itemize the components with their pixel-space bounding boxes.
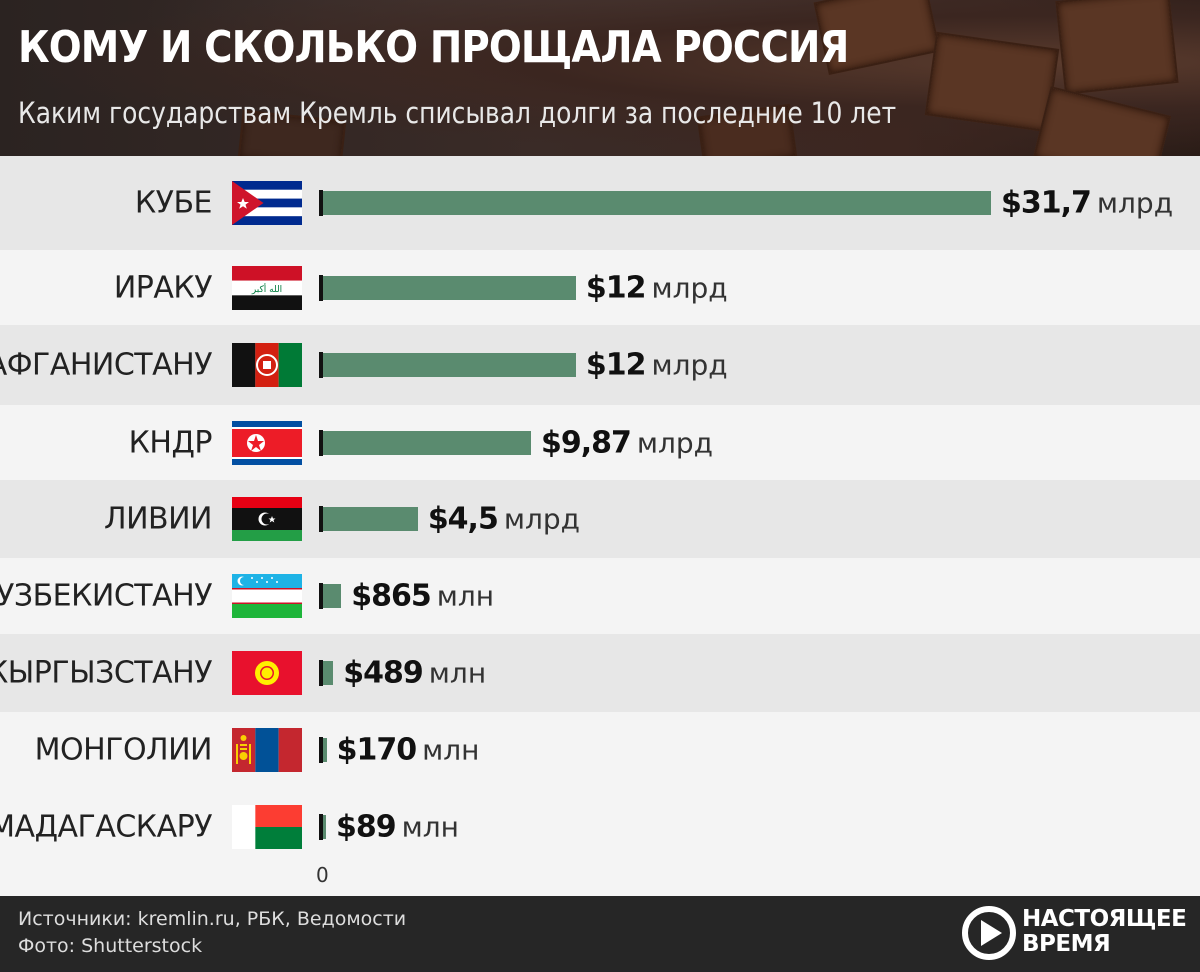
chart-row: УЗБЕКИСТАНУ $865 млн bbox=[0, 558, 1200, 634]
category-label: КЫРГЫЗСТАНУ bbox=[0, 655, 213, 691]
data-label-amount: $89 bbox=[336, 809, 397, 845]
data-label-amount: $31,7 bbox=[1001, 185, 1092, 221]
category-label: УЗБЕКИСТАНУ bbox=[0, 578, 212, 614]
mongolia-flag-icon bbox=[232, 728, 302, 772]
data-label: $170 млн bbox=[337, 733, 480, 768]
data-label-amount: $170 bbox=[336, 732, 417, 768]
axis-baseline bbox=[319, 429, 323, 456]
madagascar-flag-icon bbox=[232, 805, 302, 849]
page-title: КОМУ И СКОЛЬКО ПРОЩАЛА РОССИЯ bbox=[18, 22, 849, 73]
data-label-amount: $12 bbox=[585, 270, 647, 305]
bar bbox=[323, 353, 576, 377]
axis-baseline bbox=[319, 190, 323, 216]
axis-baseline bbox=[319, 660, 323, 686]
page-subtitle: Каким государствам Кремль списывал долги… bbox=[18, 96, 897, 130]
photo-credit-text: Фото: Shutterstock bbox=[18, 935, 203, 957]
data-label-amount: $489 bbox=[343, 655, 423, 691]
data-label-unit: млрд bbox=[651, 348, 728, 382]
bar bbox=[323, 507, 418, 531]
logo-line1: НАСТОЯЩЕЕ bbox=[1022, 906, 1187, 932]
data-label: $31,7 млрд bbox=[1001, 186, 1173, 221]
category-label: КУБЕ bbox=[134, 185, 213, 221]
data-label-amount: $12 bbox=[585, 347, 647, 383]
uzbekistan-flag-icon bbox=[232, 574, 302, 618]
axis-baseline bbox=[319, 583, 323, 609]
axis-baseline bbox=[319, 814, 323, 840]
afghanistan-flag-icon bbox=[232, 343, 302, 387]
category-label: МАДАГАСКАРУ bbox=[0, 809, 212, 845]
kyrgyzstan-flag-icon bbox=[232, 651, 302, 695]
category-label: АФГАНИСТАНУ bbox=[0, 347, 213, 383]
play-circle-icon bbox=[962, 906, 1016, 960]
axis-baseline bbox=[319, 737, 323, 763]
chart-row: ИРАКУ الله أكبر $12 млрд bbox=[0, 250, 1200, 325]
footer-credits: Источники: kremlin.ru, РБК, Ведомости Фо… bbox=[18, 906, 406, 960]
sources-text: Источники: kremlin.ru, РБК, Ведомости bbox=[18, 908, 407, 930]
chart-row: АФГАНИСТАНУ $12 млрд bbox=[0, 325, 1200, 405]
data-label-unit: млн bbox=[401, 810, 459, 844]
chart-row: МОНГОЛИИ $170 млн bbox=[0, 712, 1200, 788]
header-banner: КОМУ И СКОЛЬКО ПРОЩАЛА РОССИЯ Каким госу… bbox=[0, 0, 1200, 156]
bar bbox=[323, 815, 326, 839]
data-label-unit: млн bbox=[436, 579, 495, 613]
category-label: ЛИВИИ bbox=[104, 501, 212, 537]
svg-text:الله أكبر: الله أكبر bbox=[251, 283, 282, 295]
data-label: $12 млрд bbox=[586, 348, 728, 383]
data-label: $9,87 млрд bbox=[541, 425, 713, 460]
axis-baseline bbox=[319, 506, 323, 532]
data-label: $489 млн bbox=[343, 656, 486, 691]
data-label-unit: млн bbox=[422, 733, 480, 767]
footer: Источники: kremlin.ru, РБК, Ведомости Фо… bbox=[0, 896, 1200, 972]
category-label: ИРАКУ bbox=[113, 270, 213, 305]
north-korea-flag-icon bbox=[232, 420, 302, 465]
bar bbox=[323, 584, 342, 608]
chart-row: МАДАГАСКАРУ $89 млн bbox=[0, 788, 1200, 866]
logo-line2: ВРЕМЯ bbox=[1022, 931, 1111, 957]
bar bbox=[323, 661, 334, 685]
data-label-unit: млн bbox=[428, 656, 487, 690]
data-label-amount: $9,87 bbox=[540, 425, 632, 460]
libya-flag-icon bbox=[232, 497, 302, 541]
bar bbox=[323, 191, 991, 215]
data-label: $865 млн bbox=[351, 579, 494, 614]
data-label-amount: $4,5 bbox=[427, 501, 499, 537]
chart-row: КУБЕ $31,7 млрд bbox=[0, 156, 1200, 250]
iraq-flag-icon: الله أكبر bbox=[232, 265, 302, 310]
cuba-flag-icon bbox=[232, 181, 302, 225]
category-label: МОНГОЛИИ bbox=[34, 732, 213, 768]
axis-baseline bbox=[319, 274, 323, 301]
data-label: $89 млн bbox=[336, 810, 459, 845]
data-label-unit: млрд bbox=[636, 426, 714, 459]
chart-row: ЛИВИИ $4,5 млрд bbox=[0, 480, 1200, 558]
chart-row: КЫРГЫЗСТАНУ $489 млн bbox=[0, 634, 1200, 712]
bar bbox=[323, 738, 327, 762]
data-label-unit: млрд bbox=[1096, 186, 1174, 220]
axis-row bbox=[0, 866, 1200, 896]
data-label-unit: млрд bbox=[503, 502, 580, 536]
axis-baseline bbox=[319, 352, 323, 378]
chart-row: КНДР $9,87 млрд bbox=[0, 405, 1200, 480]
axis-zero-label: 0 bbox=[316, 863, 329, 887]
data-label-unit: млрд bbox=[651, 271, 728, 304]
data-label-amount: $865 bbox=[351, 578, 431, 614]
data-label: $4,5 млрд bbox=[428, 502, 580, 537]
brand-logo: НАСТОЯЩЕЕ ВРЕМЯ bbox=[962, 906, 1192, 964]
category-label: КНДР bbox=[128, 425, 213, 460]
bar bbox=[323, 275, 576, 300]
bar bbox=[323, 430, 531, 455]
data-label: $12 млрд bbox=[586, 270, 728, 305]
